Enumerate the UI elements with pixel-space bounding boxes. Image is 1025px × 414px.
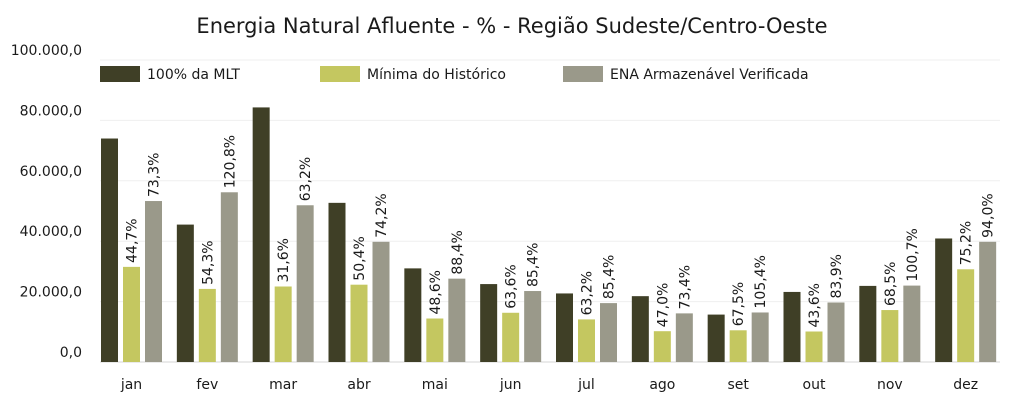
legend: 100% da MLT Mínima do Histórico ENA Armaze… (100, 66, 809, 83)
x-tick-label: set (727, 377, 749, 393)
bar-minima-mar (274, 286, 292, 362)
y-tick-label: 80.000,0 (20, 103, 82, 119)
data-label: 73,3% (147, 153, 163, 197)
legend-swatch (320, 66, 360, 82)
gridlines (100, 59, 1000, 363)
bar-ena-out (827, 302, 845, 362)
bar-mlt-mar (252, 107, 270, 362)
x-tick-label: mai (422, 377, 448, 393)
legend-label: ENA Armazenável Verificada (610, 67, 809, 83)
bar-ena-jul (600, 303, 617, 362)
x-tick-label: fev (196, 377, 218, 393)
x-tick-label: out (803, 377, 826, 393)
bar-minima-abr (350, 284, 368, 362)
bar-ena-mai (448, 278, 466, 362)
x-tick-label: jun (499, 377, 522, 393)
y-tick-label: 20.000,0 (20, 285, 82, 301)
bar-minima-jan (123, 266, 140, 362)
bar-mlt-out (783, 291, 801, 362)
bar-ena-dez (979, 241, 997, 362)
bar-mlt-jan (101, 138, 118, 362)
bar-mlt-ago (631, 296, 649, 362)
data-label: 63,2% (580, 271, 596, 315)
data-label: 85,4% (602, 255, 618, 299)
data-label: 120,8% (222, 135, 238, 188)
data-label: 54,3% (200, 240, 216, 284)
legend-label: 100% da MLT (147, 67, 240, 83)
x-axis-ticks: jan fev mar abr mai jun jul ago set out nov dez (120, 377, 978, 393)
legend-label: Mínima do Histórico (367, 67, 506, 83)
data-label: 85,4% (526, 243, 542, 287)
data-label: 31,6% (276, 238, 292, 282)
chart-title: Energia Natural Afluente - % - Região Su… (196, 14, 827, 38)
data-label: 83,9% (829, 254, 845, 298)
bar-mlt-jun (480, 284, 498, 362)
data-label: 48,6% (428, 270, 444, 314)
bar-minima-jul (578, 319, 595, 362)
x-tick-label: mar (269, 377, 297, 393)
data-label: 50,4% (352, 236, 368, 280)
data-label: 63,2% (298, 157, 314, 201)
data-label: 44,7% (125, 218, 141, 262)
bar-mlt-fev (176, 224, 194, 362)
data-label: 100,7% (905, 228, 921, 281)
bars (101, 107, 997, 362)
y-tick-label: 60.000,0 (20, 164, 82, 180)
bar-minima-dez (957, 269, 975, 362)
bar-mlt-mai (404, 268, 422, 362)
data-label: 43,6% (807, 283, 823, 327)
bar-minima-mai (426, 318, 444, 362)
bar-minima-nov (881, 310, 899, 362)
data-label: 47,0% (655, 283, 671, 327)
bar-ena-fev (220, 192, 238, 362)
y-tick-label: 100.000,0 (11, 43, 82, 59)
bar-mlt-dez (935, 238, 953, 362)
bar-mlt-abr (328, 202, 346, 362)
legend-swatch (563, 66, 603, 82)
bar-minima-out (805, 331, 823, 362)
data-label: 68,5% (883, 262, 899, 306)
x-tick-label: jul (577, 377, 595, 393)
bar-ena-mar (296, 205, 314, 362)
bar-mlt-jul (556, 293, 573, 362)
bar-minima-ago (653, 331, 671, 362)
bar-ena-abr (372, 241, 390, 362)
data-label: 75,2% (959, 221, 975, 265)
bar-ena-jan (145, 201, 162, 362)
data-label: 63,6% (504, 264, 520, 308)
legend-swatch (100, 66, 140, 82)
x-tick-label: nov (877, 377, 903, 393)
bar-ena-nov (903, 285, 921, 362)
x-tick-label: ago (649, 377, 675, 393)
bar-minima-set (729, 330, 747, 362)
bar-minima-fev (198, 288, 216, 362)
y-axis-ticks: 0,0 20.000,0 40.000,0 60.000,0 80.000,0 100.0… (11, 43, 82, 361)
bar-ena-set (751, 312, 769, 362)
bar-minima-jun (502, 312, 520, 362)
y-tick-label: 40.000,0 (20, 224, 82, 240)
y-tick-label: 0,0 (60, 345, 82, 361)
data-label: 105,4% (753, 255, 769, 308)
data-label: 73,4% (677, 265, 693, 309)
data-label: 88,4% (450, 230, 466, 274)
bar-mlt-set (707, 314, 725, 362)
bar-mlt-nov (859, 285, 877, 362)
x-tick-label: abr (347, 377, 370, 393)
x-tick-label: jan (120, 377, 142, 393)
data-labels: 44,7% 73,3% 54,3% 120,8% 31,6% 63,2% 50,4% 74,2… (125, 135, 997, 328)
data-label: 67,5% (731, 282, 747, 326)
bar-ena-ago (675, 313, 693, 362)
x-tick-label: dez (953, 377, 978, 393)
data-label: 74,2% (374, 193, 390, 237)
bar-ena-jun (524, 291, 542, 362)
data-label: 94,0% (981, 193, 997, 237)
